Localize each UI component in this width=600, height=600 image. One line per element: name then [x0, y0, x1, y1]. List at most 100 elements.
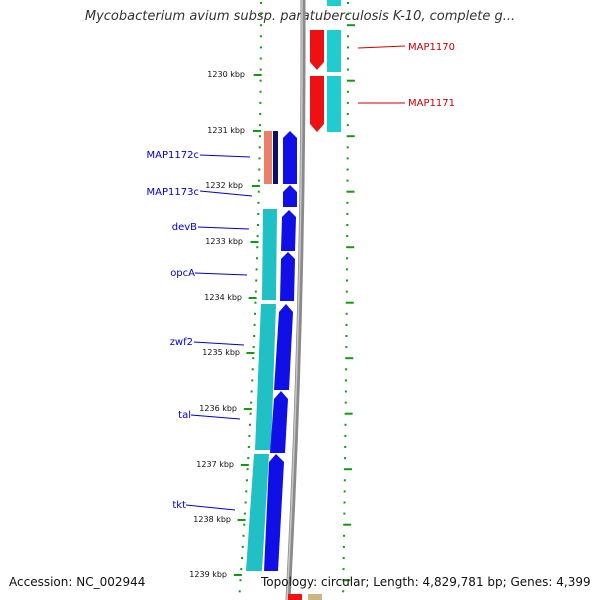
gene-label-opca[interactable]: opcA — [170, 268, 195, 279]
gene-label-map1170[interactable]: MAP1170 — [408, 42, 455, 53]
minor-tick — [259, 46, 262, 49]
gene-label-zwf2[interactable]: zwf2 — [170, 337, 193, 348]
gene-map1172c-navy[interactable] — [273, 131, 278, 184]
major-tick — [346, 135, 355, 138]
minor-tick — [243, 512, 246, 515]
gene-zwf2[interactable] — [274, 304, 293, 390]
gene-map1170-red[interactable] — [310, 30, 324, 70]
gene-tkt-reverse[interactable] — [246, 454, 269, 571]
map-title: Mycobacterium avium subsp. paratuberculo… — [84, 9, 516, 24]
major-tick — [237, 519, 246, 521]
minor-tick — [246, 468, 249, 471]
major-tick — [346, 246, 355, 249]
minor-tick — [253, 323, 256, 326]
reverse-strand-genes — [246, 131, 278, 571]
gene-label-map1171[interactable]: MAP1171 — [408, 98, 455, 109]
leader-line — [199, 190, 253, 197]
genome-backbone — [285, 0, 306, 600]
gene-tkt[interactable] — [264, 454, 284, 571]
minor-tick — [259, 124, 262, 127]
minor-tick — [259, 79, 262, 82]
major-tick — [346, 190, 355, 193]
major-tick — [240, 464, 249, 466]
gene-label-tal[interactable]: tal — [178, 410, 191, 421]
minor-tick — [254, 301, 257, 304]
minor-tick — [240, 568, 243, 571]
minor-tick — [251, 379, 254, 382]
ruler-label: 1236 kbp — [199, 404, 237, 413]
ruler-label: 1234 kbp — [204, 293, 242, 302]
minor-tick — [247, 446, 250, 448]
major-tick — [243, 408, 252, 410]
minor-tick — [258, 146, 261, 149]
minor-tick — [343, 512, 346, 515]
minor-tick — [259, 68, 262, 71]
gene-label-map1173c[interactable]: MAP1173c — [147, 187, 199, 198]
minor-tick — [257, 212, 260, 215]
gene-label-map1172c[interactable]: MAP1172c — [147, 150, 199, 161]
gene-label-tkt[interactable]: tkt — [172, 500, 186, 511]
minor-tick — [345, 279, 348, 282]
minor-tick — [343, 501, 346, 504]
minor-tick — [346, 113, 349, 115]
minor-tick — [257, 201, 260, 204]
major-tick — [252, 130, 261, 132]
major-tick — [345, 301, 354, 304]
gene-map1172c-orange[interactable] — [264, 131, 272, 184]
minor-tick — [345, 379, 348, 382]
gene-map1171-red[interactable] — [310, 76, 324, 132]
minor-tick — [346, 2, 349, 4]
bottom-feature-red — [288, 594, 302, 600]
forward-strand-genes — [264, 131, 297, 571]
minor-tick — [259, 13, 262, 16]
minor-tick — [254, 290, 257, 293]
major-tick — [345, 357, 354, 360]
accession-text: Accession: NC_002944 — [9, 575, 146, 589]
minor-tick — [251, 368, 254, 371]
ruler-label: 1237 kbp — [196, 460, 234, 469]
minor-tick — [238, 590, 241, 593]
bottom-feature-tan — [308, 594, 322, 600]
minor-tick — [250, 401, 253, 404]
minor-tick — [346, 224, 349, 226]
minor-tick — [248, 434, 251, 437]
gene-map1173c[interactable] — [283, 185, 297, 207]
gene-map1171-cyan[interactable] — [327, 76, 341, 132]
gene-devb-reverse[interactable] — [262, 209, 277, 300]
minor-tick — [258, 168, 261, 171]
major-tick — [344, 412, 353, 415]
genome-backbone-highlight — [286, 0, 303, 600]
ruler-label: 1231 kbp — [207, 126, 245, 135]
left-label-leaders — [185, 154, 253, 511]
minor-tick — [346, 168, 349, 171]
ruler-label: 1238 kbp — [193, 515, 231, 524]
gene-zwf2-reverse[interactable] — [255, 304, 276, 450]
major-tick — [253, 74, 262, 76]
major-tick — [248, 297, 257, 299]
gene-map1170-cyan[interactable] — [327, 30, 341, 72]
minor-tick — [346, 257, 349, 260]
ruler-label: 1235 kbp — [202, 348, 240, 357]
minor-tick — [345, 312, 348, 315]
gene-devb[interactable] — [281, 210, 296, 251]
major-tick — [342, 579, 351, 582]
minor-tick — [245, 490, 248, 493]
inner-tick-ruler — [233, 2, 262, 593]
gene-map1170-top-white — [310, 0, 324, 6]
minor-tick — [344, 446, 347, 448]
gene-map1170-top-cyan — [327, 0, 341, 6]
minor-tick — [259, 2, 262, 4]
gene-tal[interactable] — [270, 391, 288, 453]
major-tick — [250, 241, 259, 243]
gene-opca[interactable] — [280, 252, 295, 301]
gene-label-devb[interactable]: devB — [172, 222, 197, 233]
minor-tick — [259, 90, 262, 93]
minor-tick — [243, 523, 246, 526]
minor-tick — [342, 568, 345, 571]
gene-map1172c[interactable] — [283, 131, 297, 184]
right-gene-labels: MAP1170 MAP1171 — [408, 42, 455, 109]
minor-tick — [344, 457, 347, 460]
minor-tick — [344, 423, 347, 426]
